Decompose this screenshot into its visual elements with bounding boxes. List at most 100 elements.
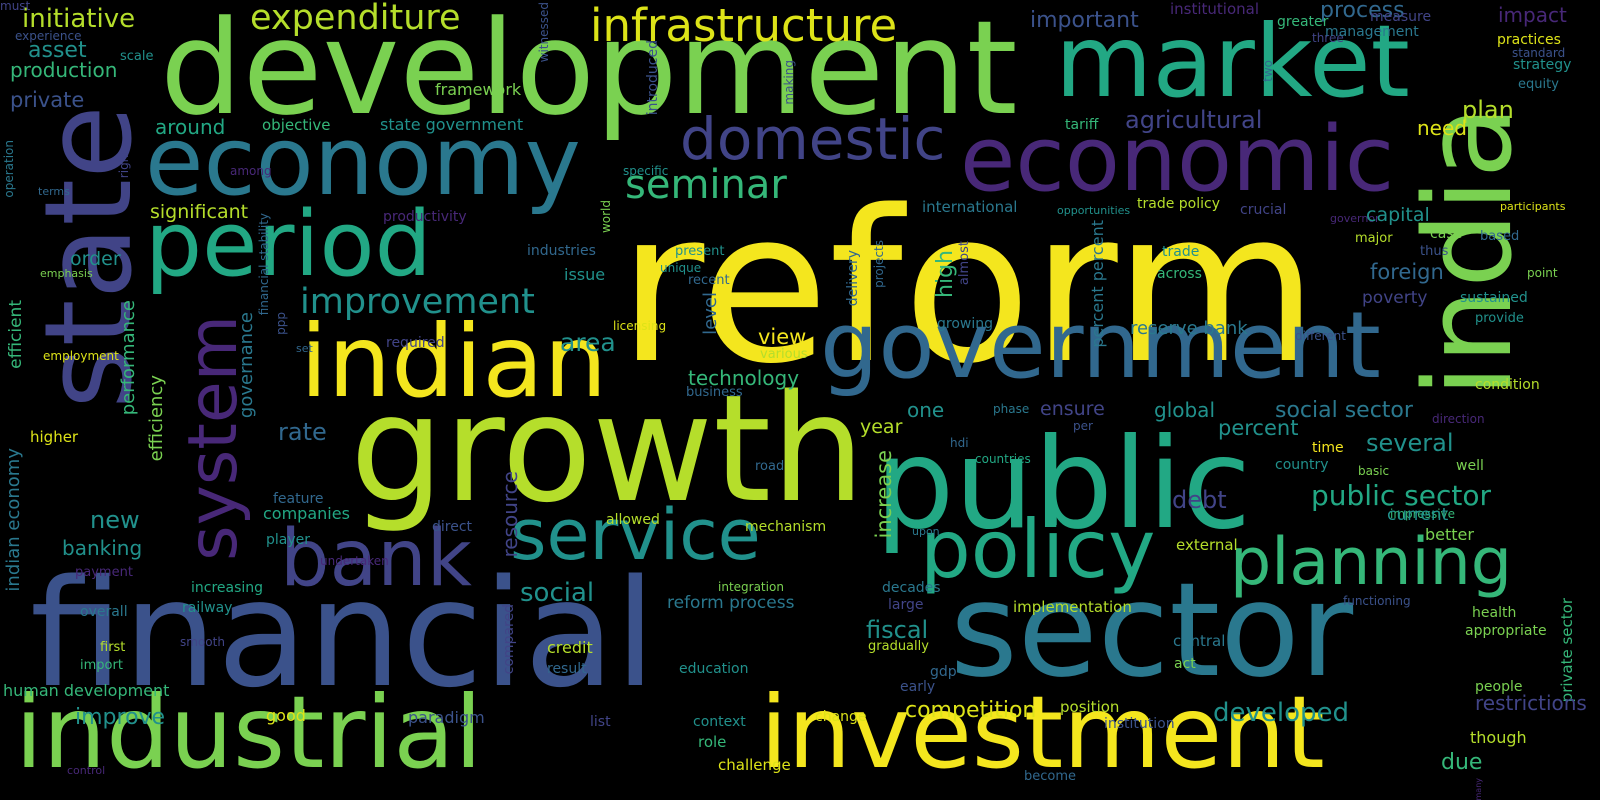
word-making: making: [782, 60, 796, 105]
word-must: must: [0, 0, 31, 13]
word-indian-economy: indian economy: [3, 448, 24, 592]
word-due: due: [1441, 750, 1483, 775]
word-objective: objective: [262, 116, 331, 134]
word-reform: reform: [618, 165, 1319, 410]
word-among: among: [230, 164, 272, 178]
word-debt: debt: [1172, 486, 1227, 514]
word-management: management: [1325, 24, 1419, 40]
word-level: level: [700, 292, 721, 335]
word-percent-percent: percent percent: [1088, 220, 1107, 348]
word-plan: plan: [1462, 96, 1514, 124]
word-banking: banking: [62, 536, 143, 560]
word-paradigm: paradigm: [408, 708, 485, 727]
word-efficient: efficient: [6, 300, 26, 369]
word-government: government: [820, 292, 1381, 399]
word-undertaken: undertaken: [320, 554, 389, 568]
word-high: high: [933, 250, 958, 298]
word-upon: upon: [912, 525, 940, 538]
word-asset: asset: [28, 38, 87, 63]
word-different: different: [1295, 329, 1346, 343]
word-resource: resource: [498, 471, 522, 558]
word-greater: greater: [1277, 14, 1329, 30]
word-measure: measure: [1370, 9, 1432, 25]
word-international: international: [922, 198, 1018, 216]
word-control: control: [67, 764, 106, 777]
word-higher: higher: [30, 428, 79, 446]
word-basic: basic: [1358, 464, 1390, 478]
word-global: global: [1154, 398, 1215, 422]
word-context: context: [693, 714, 746, 730]
word-case: case: [1430, 226, 1463, 242]
word-state-government: state government: [380, 115, 524, 134]
word-list: list: [590, 714, 611, 730]
word-implementation: implementation: [1013, 598, 1132, 616]
word-better: better: [1425, 525, 1474, 544]
word-major: major: [1355, 231, 1393, 246]
word-large: large: [888, 597, 924, 613]
word-recent: recent: [688, 273, 730, 288]
word-set: set: [296, 342, 313, 355]
word-current: current: [1387, 505, 1449, 525]
word-year: year: [860, 416, 903, 438]
word-several: several: [1366, 429, 1454, 457]
word-world: world: [599, 200, 613, 234]
word-people: people: [1475, 679, 1523, 695]
word-allowed: allowed: [606, 512, 660, 528]
word-ppp: ppp: [274, 312, 288, 335]
word-investment: investment: [760, 674, 1325, 791]
word-compared: compared: [501, 604, 517, 675]
word-institution: institution: [1104, 716, 1175, 732]
word-bank: bank: [280, 514, 472, 604]
word-position: position: [1060, 698, 1120, 716]
word-sustained: sustained: [1460, 290, 1528, 306]
word-various: various: [760, 347, 808, 362]
word-delivery: delivery: [845, 250, 861, 307]
word-industries: industries: [527, 243, 596, 259]
word-area: area: [560, 328, 616, 357]
word-social: social: [520, 578, 595, 608]
word-private-sector: private sector: [1558, 598, 1576, 703]
word-payment: payment: [75, 565, 133, 580]
word-impressive: impressive: [1390, 507, 1456, 521]
word-two: two: [1261, 60, 1275, 82]
word-time: time: [1312, 440, 1344, 456]
word-domestic: domestic: [680, 105, 946, 173]
word-growing: growing: [937, 316, 993, 332]
word-health: health: [1472, 605, 1517, 621]
word-unique: unique: [660, 261, 702, 275]
word-indian: indian: [300, 303, 608, 420]
word-practices: practices: [1497, 32, 1561, 48]
word-period: period: [145, 192, 432, 297]
word-introduced: introduced: [645, 40, 661, 116]
word-new: new: [90, 506, 140, 534]
word-capital: capital: [1366, 204, 1430, 226]
word-point: point: [1527, 266, 1558, 280]
word-countries: countries: [975, 452, 1031, 466]
word-projects: projects: [872, 240, 886, 288]
word-per: per: [1073, 419, 1093, 433]
word-growth: growth: [350, 363, 865, 535]
word-infrastructure: infrastructure: [590, 0, 898, 52]
word-reform-process: reform process: [667, 593, 795, 613]
word-expenditure: expenditure: [250, 0, 461, 38]
word-trade: trade: [1162, 244, 1200, 260]
word-production: production: [10, 58, 118, 82]
word-business: business: [686, 385, 743, 400]
word-appropriate: appropriate: [1465, 623, 1547, 639]
word-companies: companies: [263, 504, 350, 523]
word-gdp: gdp: [930, 664, 957, 680]
word-railway: railway: [182, 600, 233, 616]
word-technology: technology: [688, 366, 800, 390]
word-feature: feature: [273, 491, 324, 507]
word-view: view: [758, 325, 807, 349]
word-condition: condition: [1475, 377, 1540, 393]
word-experience: experience: [15, 29, 82, 43]
word-gradually: gradually: [868, 639, 929, 654]
word-import: import: [80, 658, 123, 673]
word-across: across: [1157, 266, 1202, 282]
word-service: service: [510, 494, 761, 576]
word-public: public: [875, 412, 1252, 557]
word-need: need: [1417, 116, 1467, 140]
word-phase: phase: [993, 402, 1030, 416]
word-significant: significant: [150, 201, 249, 223]
